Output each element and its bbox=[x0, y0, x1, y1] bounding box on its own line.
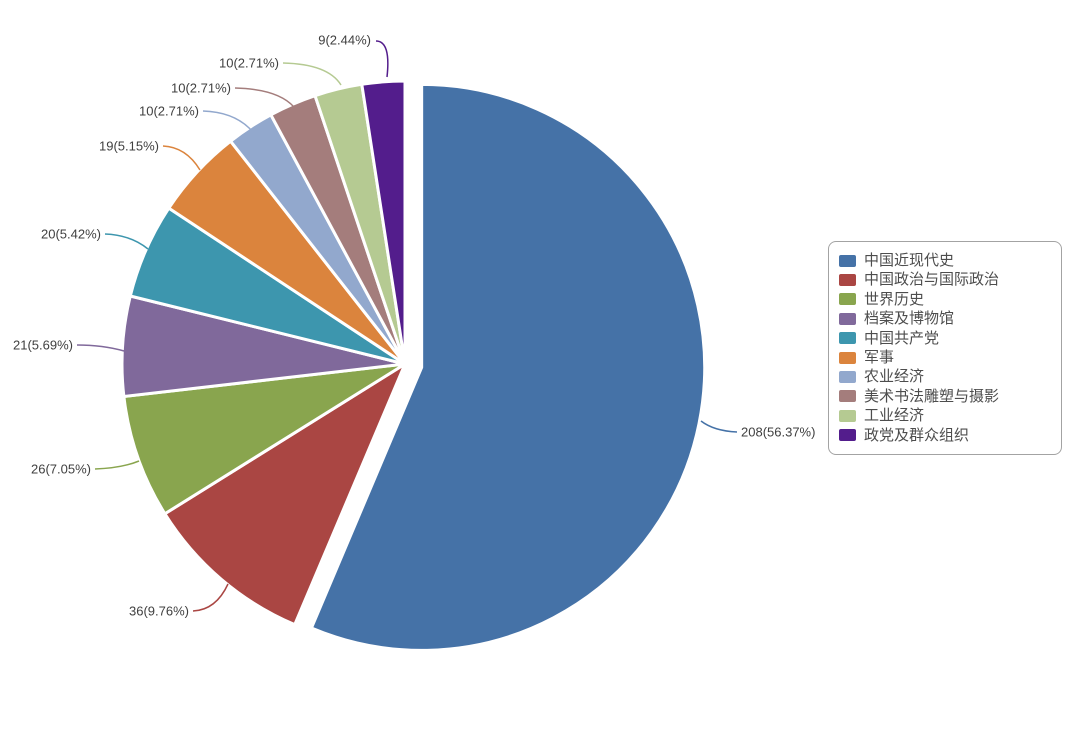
legend-item-3[interactable]: 档案及博物馆 bbox=[839, 309, 1051, 328]
slice-data-label-9: 9(2.44%) bbox=[318, 33, 371, 48]
leader-line-1 bbox=[192, 583, 229, 612]
legend-swatch-icon bbox=[839, 409, 856, 422]
slice-data-label-1: 36(9.76%) bbox=[129, 604, 189, 619]
leader-line-5 bbox=[162, 145, 201, 171]
slice-data-label-5: 19(5.15%) bbox=[99, 139, 159, 154]
pie-slice-1[interactable] bbox=[163, 362, 407, 627]
pie-slice-2[interactable] bbox=[122, 362, 407, 516]
slice-data-label-8: 10(2.71%) bbox=[219, 56, 279, 71]
slice-data-label-0: 208(56.37%) bbox=[741, 425, 815, 440]
legend-label: 世界历史 bbox=[864, 290, 925, 308]
legend-label: 政党及群众组织 bbox=[864, 426, 970, 444]
slice-data-label-6: 10(2.71%) bbox=[139, 104, 199, 119]
legend-swatch-icon bbox=[839, 332, 856, 345]
legend-swatch-icon bbox=[839, 429, 856, 442]
legend-label: 农业经济 bbox=[864, 368, 925, 386]
legend-item-6[interactable]: 农业经济 bbox=[839, 367, 1051, 386]
leader-line-2 bbox=[94, 460, 140, 470]
slice-data-label-7: 10(2.71%) bbox=[171, 81, 231, 96]
legend-swatch-icon bbox=[839, 274, 856, 287]
pie-slice-0[interactable] bbox=[309, 82, 707, 652]
legend-box: 中国近现代史中国政治与国际政治 世界历史档案及博物馆 中国共产党 军事农业经济 美术书法… bbox=[828, 241, 1062, 455]
legend-swatch-icon bbox=[839, 312, 856, 325]
legend-item-8[interactable]: 工业经济 bbox=[839, 406, 1051, 425]
legend-label: 中国政治与国际政治 bbox=[864, 271, 1000, 289]
legend-item-4[interactable]: 中国共产党 bbox=[839, 329, 1051, 348]
legend-swatch-icon bbox=[839, 371, 856, 384]
legend-swatch-icon bbox=[839, 351, 856, 364]
legend-item-1[interactable]: 中国政治与国际政治 bbox=[839, 270, 1051, 289]
pie-slice-9[interactable] bbox=[360, 79, 407, 366]
legend-label: 美术书法雕塑与摄影 bbox=[864, 387, 1000, 405]
leader-line-4 bbox=[104, 233, 149, 250]
legend-swatch-icon bbox=[839, 254, 856, 267]
leader-line-9 bbox=[375, 40, 389, 78]
leader-line-6 bbox=[202, 110, 253, 132]
legend-item-9[interactable]: 政党及群众组织 bbox=[839, 426, 1051, 445]
legend-label: 中国共产党 bbox=[864, 329, 940, 347]
legend-swatch-icon bbox=[839, 390, 856, 403]
leader-line-7 bbox=[234, 87, 295, 108]
legend-item-0[interactable]: 中国近现代史 bbox=[839, 251, 1051, 270]
legend-items: 中国近现代史中国政治与国际政治 世界历史档案及博物馆 中国共产党 军事农业经济 美术书法… bbox=[839, 251, 1051, 445]
leader-line-3 bbox=[76, 344, 125, 352]
legend-swatch-icon bbox=[839, 293, 856, 306]
legend-label: 中国近现代史 bbox=[864, 252, 955, 269]
legend-label: 军事 bbox=[864, 348, 895, 366]
leader-line-0 bbox=[700, 420, 738, 433]
legend-item-2[interactable]: 世界历史 bbox=[839, 290, 1051, 309]
slice-data-label-4: 20(5.42%) bbox=[41, 227, 101, 242]
legend-item-7[interactable]: 美术书法雕塑与摄影 bbox=[839, 387, 1051, 406]
slice-data-label-2: 26(7.05%) bbox=[31, 462, 91, 477]
slice-data-label-3: 21(5.69%) bbox=[13, 338, 73, 353]
legend-item-5[interactable]: 军事 bbox=[839, 348, 1051, 367]
legend-label: 工业经济 bbox=[864, 407, 925, 425]
legend-label: 档案及博物馆 bbox=[864, 310, 955, 328]
leader-line-8 bbox=[282, 62, 342, 86]
